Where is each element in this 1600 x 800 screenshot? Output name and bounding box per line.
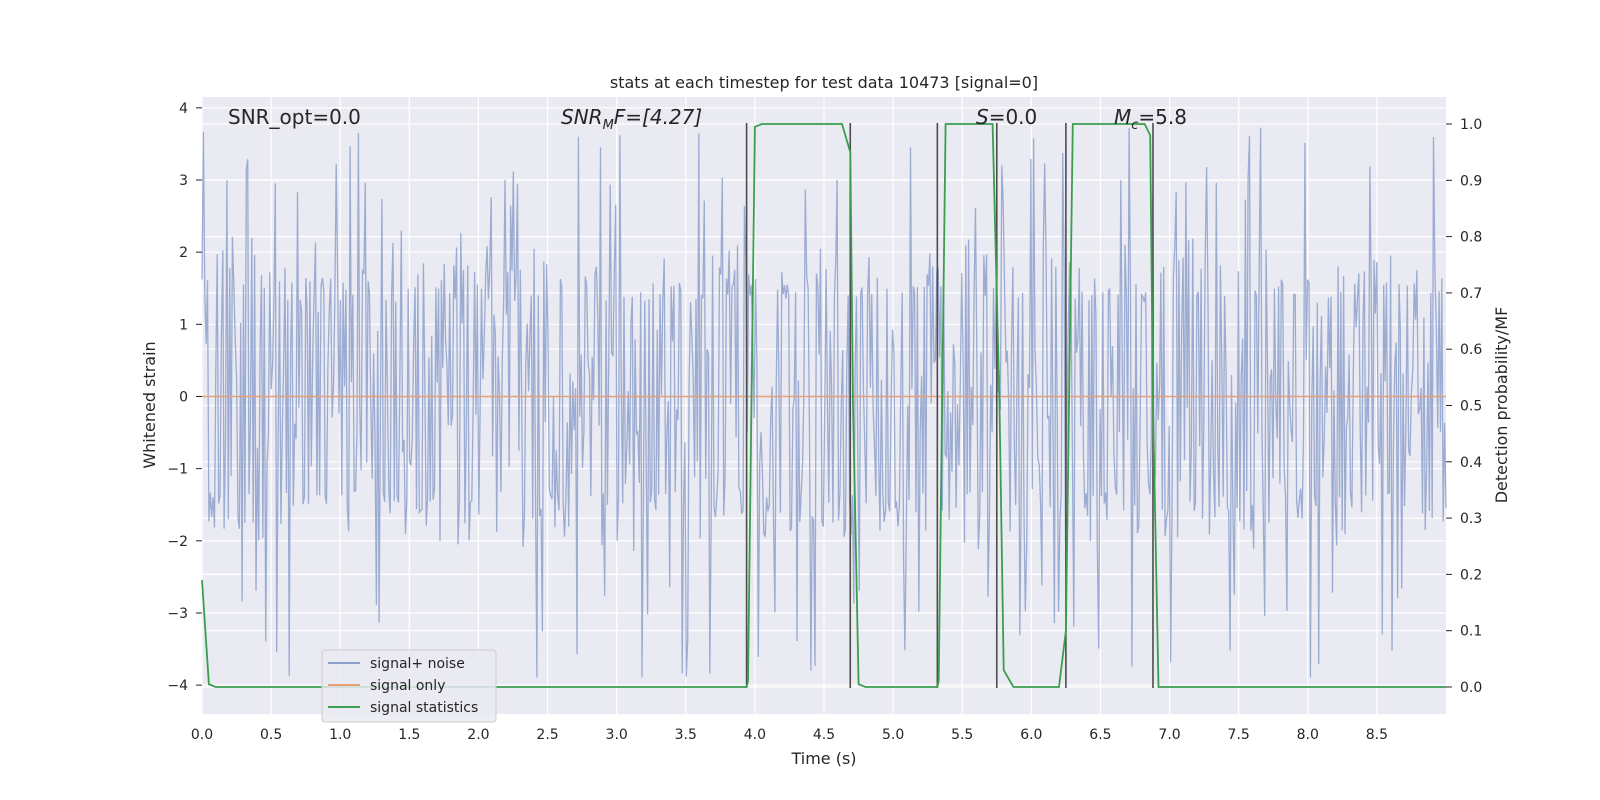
legend-box [321,649,497,723]
y-tick-label-left: 3 [179,173,188,189]
y-tick-label-right: 1.0 [1460,117,1482,133]
y-tick-label-left: 0 [179,389,188,405]
y-tick-labels-right: 1.0 0.9 0.8 0.7 0.6 0.5 0.4 0.3 0.2 0.1 0.0 [1446,117,1482,696]
y-tick-label-right: 0.5 [1460,399,1482,415]
x-tick-label: 7.5 [1228,727,1250,743]
x-tick-label: 6.5 [1089,727,1111,743]
x-tick-label: 2.5 [536,727,558,743]
y-tick-label-left: −4 [167,678,188,694]
legend: signal+ noise signal only signal statist… [321,649,497,723]
y-tick-label-left: −2 [167,534,188,550]
mc-base: M [1114,105,1131,129]
grid-lines-x [201,97,1378,714]
x-tick-label: 4.5 [813,727,835,743]
y-tick-label-left: 1 [179,317,188,333]
y-tick-label-left: −3 [167,606,188,622]
annotation-mc: Mc=5.8 [1114,105,1187,133]
x-tick-label: 4.0 [744,727,766,743]
x-tick-label: 5.5 [951,727,973,743]
x-tick-label: 8.5 [1366,727,1388,743]
series-signal-statistics [201,123,1446,688]
x-tick-label: 5.0 [882,727,904,743]
mc-sub: c [1131,118,1138,133]
x-tick-label: 8.0 [1297,727,1319,743]
signal-statistics-line [201,123,1446,688]
legend-label-signal-plus-noise: signal+ noise [370,656,465,672]
x-tick-label: 3.5 [675,727,697,743]
y-tick-label-right: 0.9 [1460,173,1482,189]
y-tick-label-right: 0.6 [1460,342,1482,358]
y-tick-label-right: 0.3 [1460,511,1482,527]
y-axis-label-right: Detection probability/MF [1492,307,1511,504]
y-tick-label-right: 0.4 [1460,455,1482,471]
y-tick-label-right: 0.2 [1460,567,1482,583]
x-tick-label: 1.5 [398,727,420,743]
y-tick-label-left: −1 [167,462,188,478]
annotation-s: S=0.0 [976,105,1037,129]
x-tick-label: 2.0 [467,727,489,743]
x-tick-label: 6.0 [1020,727,1042,743]
annotation-snr-opt: SNR_opt=0.0 [228,105,361,129]
annotation-snr-mf: SNRMF=[4.27] [561,105,702,133]
legend-label-signal-statistics: signal statistics [370,700,478,716]
y-tick-labels-left: 4 3 2 1 0 −1 −2 −3 −4 [167,101,202,694]
y-tick-label-right: 0.1 [1460,624,1482,640]
x-tick-label: 7.0 [1158,727,1180,743]
y-tick-label-right: 0.0 [1460,680,1482,696]
y-tick-label-right: 0.8 [1460,230,1482,246]
signal-plus-noise-line [201,127,1447,678]
x-tick-labels: 0.0 0.5 1.0 1.5 2.0 2.5 3.0 3.5 4.0 4.5 5.0 5.5 6.0 6… [191,727,1388,743]
snr-mf-sub: M [603,118,614,133]
mc-value: =5.8 [1138,105,1187,129]
y-tick-label-left: 4 [179,101,188,117]
legend-label-signal-only: signal only [370,678,445,694]
series-signal-plus-noise [201,127,1447,678]
snr-mf-rest: F=[4.27] [614,105,702,129]
y-axis-label-left: Whitened strain [140,341,159,468]
y-tick-label-left: 2 [179,245,188,261]
x-axis-label: Time (s) [790,749,856,768]
x-tick-label: 1.0 [329,727,351,743]
snr-mf-base: SNR [561,105,603,129]
y-tick-label-right: 0.7 [1460,286,1482,302]
s-label: S [976,105,989,129]
x-tick-label: 0.5 [260,727,282,743]
s-value: =0.0 [989,105,1038,129]
x-tick-label: 3.0 [606,727,628,743]
x-tick-label: 0.0 [191,727,213,743]
chart-title: stats at each timestep for test data 104… [610,73,1038,92]
